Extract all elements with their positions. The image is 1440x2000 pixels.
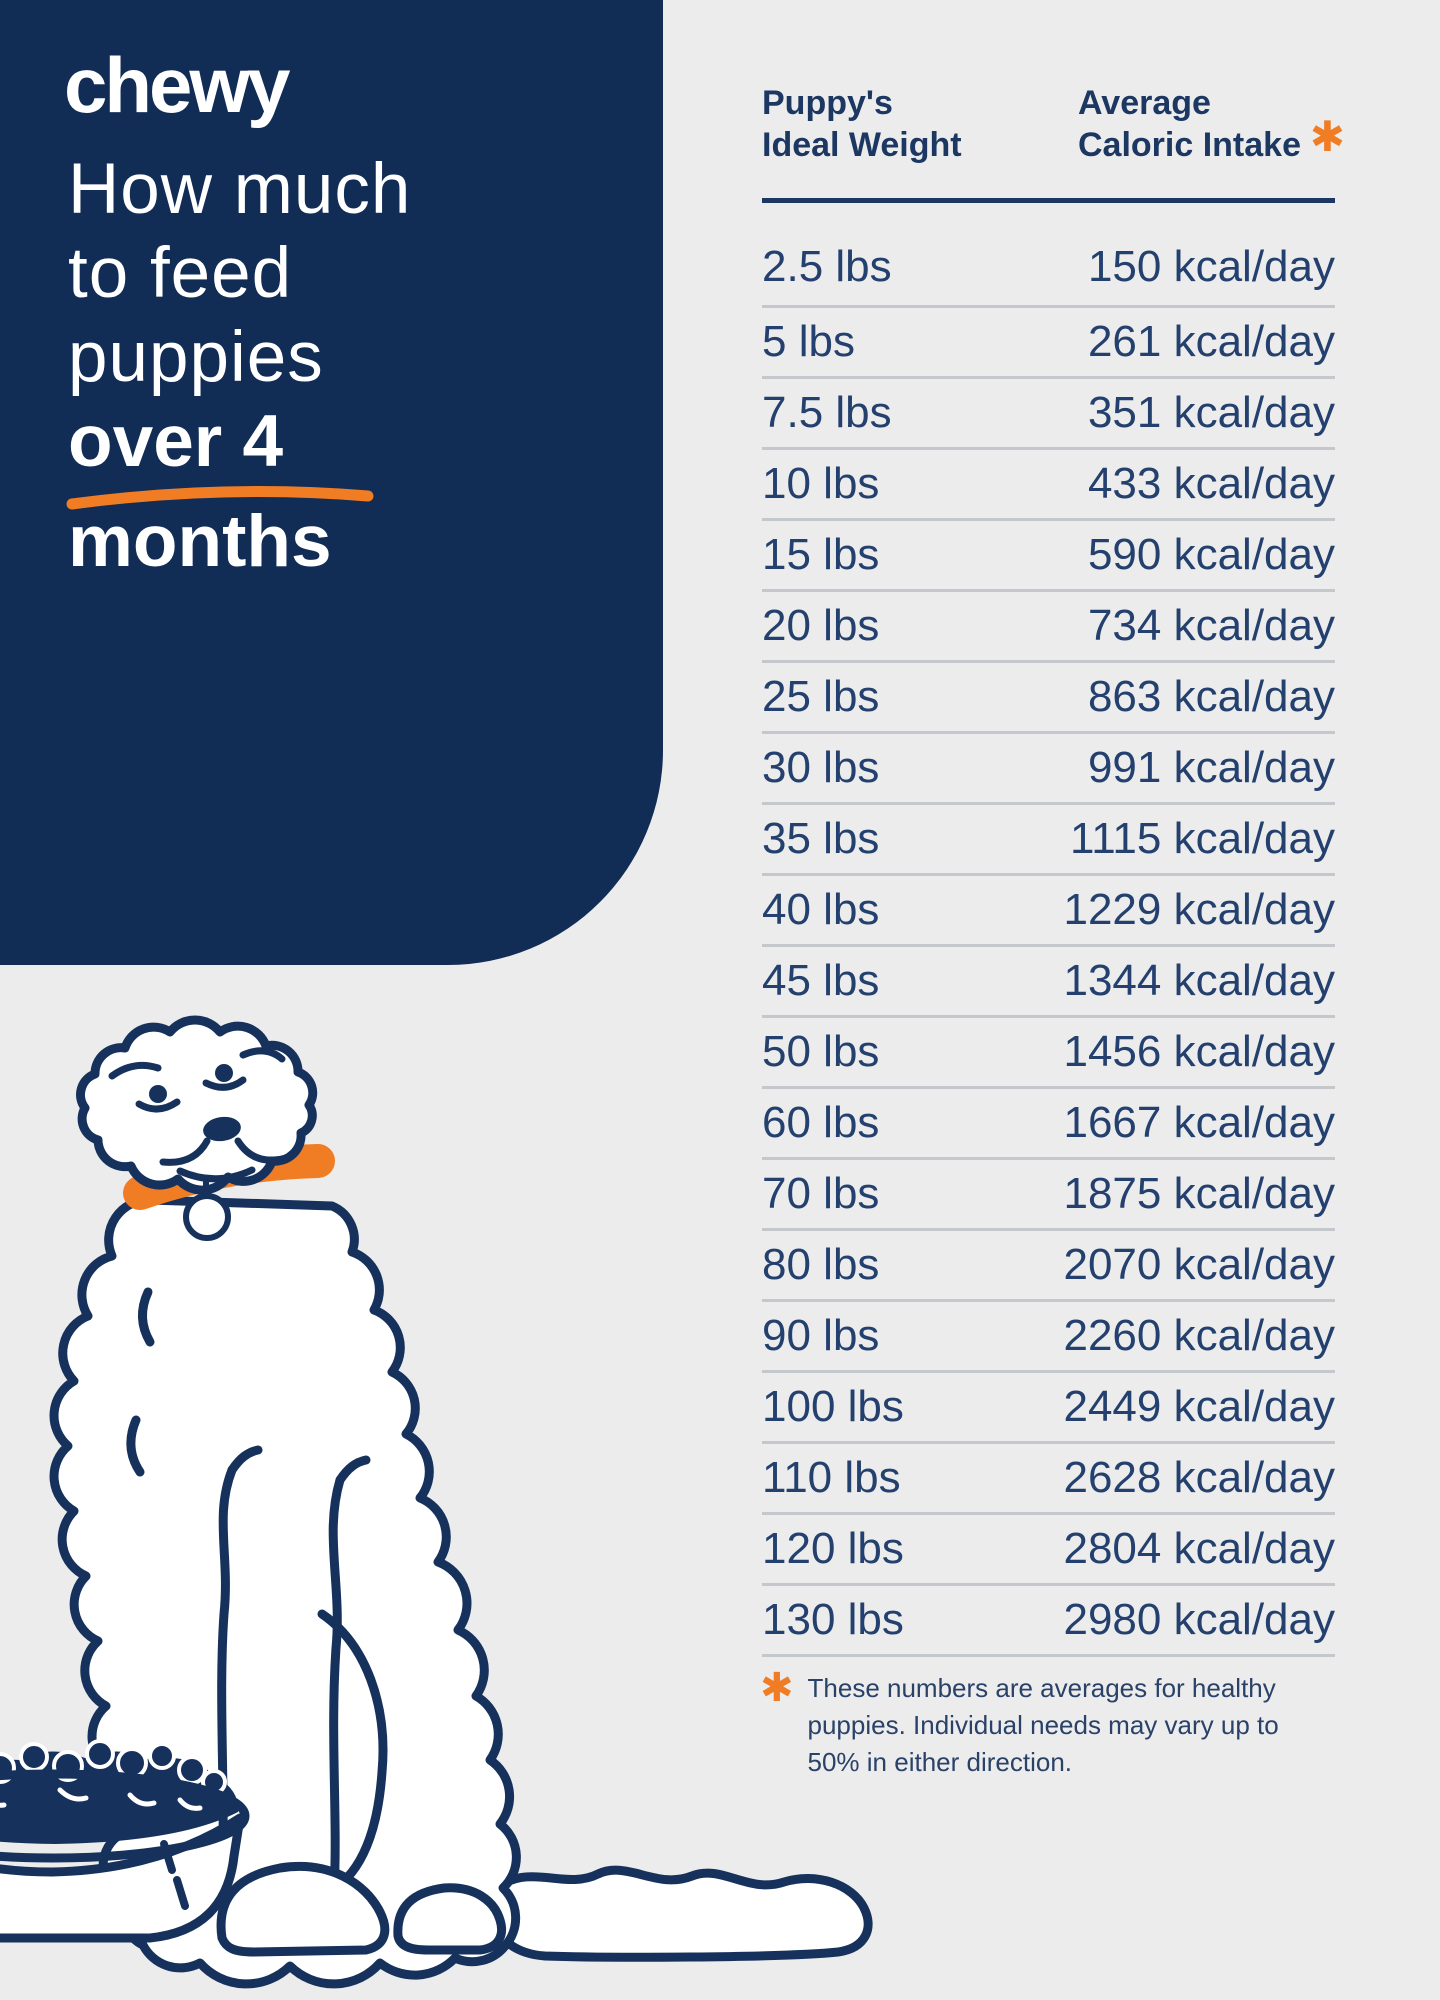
weight-cell: 120 lbs — [762, 1524, 904, 1573]
weight-cell: 100 lbs — [762, 1382, 904, 1431]
table-row: 25 lbs 863 kcal/day — [762, 663, 1335, 734]
table-row: 5 lbs 261 kcal/day — [762, 308, 1335, 379]
weight-cell: 2.5 lbs — [762, 242, 892, 291]
footnote-asterisk-icon: ✱ — [760, 1665, 794, 1711]
intake-cell: 261 kcal/day — [1087, 317, 1335, 366]
intake-cell: 2804 kcal/day — [1063, 1524, 1335, 1573]
table-row: 110 lbs 2628 kcal/day — [762, 1444, 1335, 1515]
table-row: 20 lbs 734 kcal/day — [762, 592, 1335, 663]
intake-cell: 991 kcal/day — [1087, 743, 1335, 792]
table-header: Puppy's Ideal Weight Average Caloric Int… — [762, 76, 1345, 198]
title-line-5: months — [68, 501, 332, 582]
table-row: 120 lbs 2804 kcal/day — [762, 1515, 1335, 1586]
intake-cell: 1344 kcal/day — [1063, 956, 1335, 1005]
table-row: 100 lbs 2449 kcal/day — [762, 1373, 1335, 1444]
intake-cell: 734 kcal/day — [1087, 601, 1335, 650]
table-rows: 2.5 lbs 150 kcal/day 5 lbs 261 kcal/day … — [762, 203, 1335, 1657]
weight-cell: 80 lbs — [762, 1240, 880, 1289]
intake-cell: 2980 kcal/day — [1063, 1595, 1335, 1644]
intake-cell: 1875 kcal/day — [1063, 1169, 1335, 1218]
table-row: 2.5 lbs 150 kcal/day — [762, 203, 1335, 308]
brand-panel: chewy How much to feed puppies over 4 mo… — [0, 0, 663, 965]
weight-cell: 90 lbs — [762, 1311, 880, 1360]
collar-tag — [183, 1177, 231, 1241]
column-header-weight: Puppy's Ideal Weight — [762, 84, 962, 164]
chewy-logo: chewy — [64, 41, 290, 129]
intake-cell: 590 kcal/day — [1087, 530, 1335, 579]
table-row: 50 lbs 1456 kcal/day — [762, 1018, 1335, 1089]
weight-cell: 10 lbs — [762, 459, 880, 508]
puppy-head — [76, 1015, 318, 1195]
table-row: 15 lbs 590 kcal/day — [762, 521, 1335, 592]
table-row: 45 lbs 1344 kcal/day — [762, 947, 1335, 1018]
table-row: 90 lbs 2260 kcal/day — [762, 1302, 1335, 1373]
table-row: 60 lbs 1667 kcal/day — [762, 1089, 1335, 1160]
intake-cell: 863 kcal/day — [1087, 672, 1335, 721]
table-row: 30 lbs 991 kcal/day — [762, 734, 1335, 805]
intake-cell: 2260 kcal/day — [1063, 1311, 1335, 1360]
weight-cell: 70 lbs — [762, 1169, 880, 1218]
puppy-face — [108, 1047, 294, 1183]
intake-cell: 351 kcal/day — [1087, 388, 1335, 437]
table-row: 10 lbs 433 kcal/day — [762, 450, 1335, 521]
puppy-illustration — [0, 1015, 873, 1989]
header-asterisk-icon: ✱ — [1309, 112, 1345, 161]
table-row: 40 lbs 1229 kcal/day — [762, 876, 1335, 947]
table-row: 35 lbs 1115 kcal/day — [762, 805, 1335, 876]
header-rule — [762, 198, 1335, 203]
weight-cell: 40 lbs — [762, 885, 880, 934]
intake-cell: 1115 kcal/day — [1070, 814, 1335, 863]
weight-cell: 60 lbs — [762, 1098, 880, 1147]
weight-cell: 50 lbs — [762, 1027, 880, 1076]
table-row: 70 lbs 1875 kcal/day — [762, 1160, 1335, 1231]
puppy-tail — [486, 1865, 873, 1962]
intake-cell: 150 kcal/day — [1087, 242, 1335, 291]
intake-cell: 1667 kcal/day — [1063, 1098, 1335, 1147]
table-row: 130 lbs 2980 kcal/day — [762, 1586, 1335, 1657]
weight-cell: 15 lbs — [762, 530, 880, 579]
feeding-table: Puppy's Ideal Weight Average Caloric Int… — [762, 76, 1345, 1657]
weight-cell: 5 lbs — [762, 317, 855, 366]
intake-cell: 433 kcal/day — [1087, 459, 1335, 508]
weight-cell: 30 lbs — [762, 743, 880, 792]
weight-cell: 7.5 lbs — [762, 388, 892, 437]
column-header-calories: Average Caloric Intake — [1078, 84, 1301, 164]
page-title: How much to feed puppies over 4 months — [68, 148, 411, 584]
weight-cell: 130 lbs — [762, 1595, 904, 1644]
weight-cell: 25 lbs — [762, 672, 880, 721]
food-bowl — [0, 1739, 250, 1943]
intake-cell: 2070 kcal/day — [1063, 1240, 1335, 1289]
footnote: ✱ These numbers are averages for healthy… — [760, 1668, 1340, 1781]
intake-cell: 2449 kcal/day — [1063, 1382, 1335, 1431]
table-row: 80 lbs 2070 kcal/day — [762, 1231, 1335, 1302]
weight-cell: 35 lbs — [762, 814, 880, 863]
footnote-text: These numbers are averages for healthy p… — [807, 1673, 1279, 1777]
title-line-3: puppies — [68, 318, 324, 397]
title-line-2: to feed — [68, 234, 293, 313]
title-line-4: over 4 — [68, 401, 284, 482]
weight-cell: 45 lbs — [762, 956, 880, 1005]
weight-cell: 20 lbs — [762, 601, 880, 650]
title-line-1: How much — [68, 150, 412, 229]
intake-cell: 1456 kcal/day — [1063, 1027, 1335, 1076]
intake-cell: 1229 kcal/day — [1063, 885, 1335, 934]
weight-cell: 110 lbs — [762, 1453, 901, 1502]
table-row: 7.5 lbs 351 kcal/day — [762, 379, 1335, 450]
orange-underline-swoosh-icon — [66, 486, 374, 510]
intake-cell: 2628 kcal/day — [1063, 1453, 1335, 1502]
